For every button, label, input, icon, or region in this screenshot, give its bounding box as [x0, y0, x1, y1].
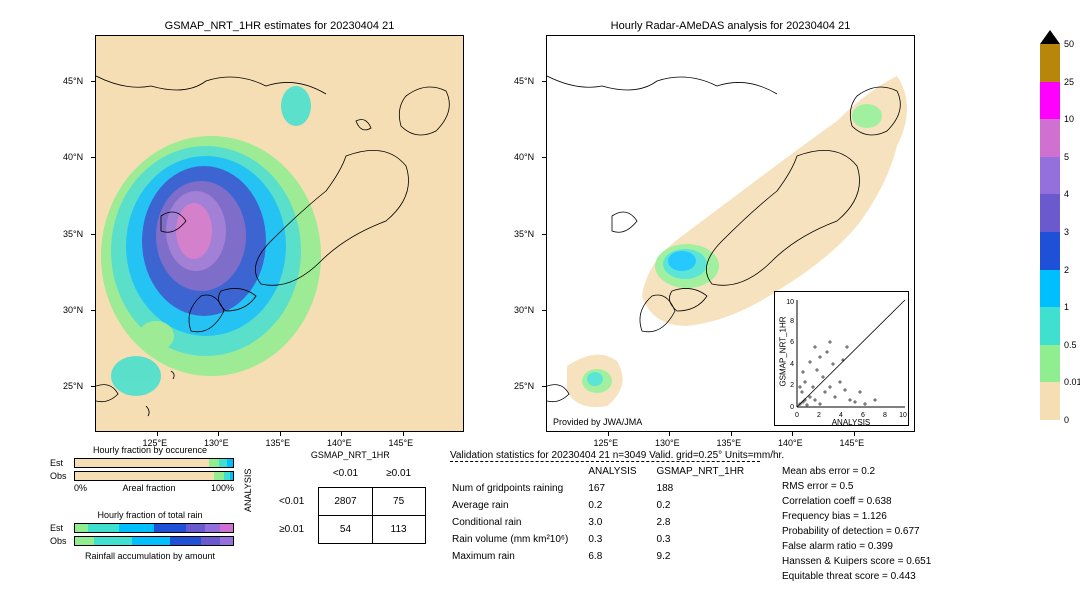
- left-map-panel: GSMAP_NRT_1HR estimates for 20230404 21: [95, 35, 464, 432]
- contingency-col-header: GSMAP_NRT_1HR: [275, 450, 426, 460]
- contingency-row-header: ANALYSIS: [243, 492, 253, 512]
- stats-right: Mean abs error = 0.2RMS error = 0.5Corre…: [782, 464, 931, 584]
- ct-c1: ≥0.01: [372, 460, 425, 488]
- occurrence-bars: Hourly fraction by occurence Est Obs 0% …: [50, 445, 250, 493]
- stats-panel: Validation statistics for 20230404 21 n=…: [450, 450, 1050, 566]
- occurrence-est-bar: [74, 458, 234, 468]
- scatter-xlabel: ANALYSIS: [832, 418, 871, 427]
- obs-label2: Obs: [50, 536, 74, 546]
- sh-b: GSMAP_NRT_1HR: [657, 464, 763, 479]
- colorbar: 502510543210.50.010: [1040, 30, 1060, 420]
- contingency-table: <0.01≥0.01 <0.01280775 ≥0.0154113: [265, 460, 426, 544]
- svg-text:2: 2: [817, 412, 821, 419]
- ct-c0: <0.01: [319, 460, 372, 488]
- left-map-bg: [96, 36, 463, 431]
- svg-text:0: 0: [795, 412, 799, 419]
- occurrence-obs-bar: [74, 471, 234, 481]
- colorbar-arrow-icon: [1040, 30, 1060, 44]
- right-map-bg: Provided by JWA/JMA 0246810 0246810 ANAL…: [547, 36, 914, 431]
- sh-a: ANALYSIS: [588, 464, 654, 479]
- ct-r1: ≥0.01: [265, 516, 319, 544]
- right-map-panel: Hourly Radar-AMeDAS analysis for 2023040…: [546, 35, 915, 432]
- stats-table: ANALYSISGSMAP_NRT_1HR Num of gridpoints …: [450, 462, 764, 566]
- total-rain-title: Hourly fraction of total rain: [50, 510, 250, 520]
- est-label2: Est: [50, 523, 74, 533]
- attribution-text: Provided by JWA/JMA: [553, 417, 642, 427]
- right-map-title: Hourly Radar-AMeDAS analysis for 2023040…: [547, 20, 914, 32]
- est-label: Est: [50, 458, 74, 468]
- areal-0: 0%: [74, 483, 87, 493]
- scatter-ylabel: GSMAP_NRT_1HR: [779, 302, 788, 402]
- total-rain-bars: Hourly fraction of total rain Est Obs Ra…: [50, 510, 250, 561]
- scatter-inset: 0246810 0246810 ANALYSIS GSMAP_NRT_1HR: [774, 291, 909, 426]
- contingency-wrapper: GSMAP_NRT_1HR ANALYSIS <0.01≥0.01 <0.012…: [245, 450, 426, 544]
- stats-title: Validation statistics for 20230404 21 n=…: [450, 450, 1050, 461]
- svg-text:6: 6: [790, 339, 794, 346]
- left-map-title: GSMAP_NRT_1HR estimates for 20230404 21: [96, 20, 463, 32]
- ct-00: 2807: [319, 488, 372, 516]
- svg-text:2: 2: [790, 382, 794, 389]
- areal-100: 100%: [211, 483, 234, 493]
- ct-r0: <0.01: [265, 488, 319, 516]
- svg-text:10: 10: [899, 412, 907, 419]
- accum-title: Rainfall accumulation by amount: [50, 551, 250, 561]
- total-rain-obs-bar: [74, 536, 234, 546]
- svg-text:0: 0: [790, 404, 794, 411]
- svg-text:8: 8: [790, 318, 794, 325]
- ct-10: 54: [319, 516, 372, 544]
- obs-label: Obs: [50, 471, 74, 481]
- left-map-svg: [96, 36, 463, 431]
- areal-mid: Areal fraction: [122, 483, 175, 493]
- svg-text:4: 4: [790, 361, 794, 368]
- ct-11: 113: [372, 516, 425, 544]
- svg-text:8: 8: [883, 412, 887, 419]
- ct-01: 75: [372, 488, 425, 516]
- total-rain-est-bar: [74, 523, 234, 533]
